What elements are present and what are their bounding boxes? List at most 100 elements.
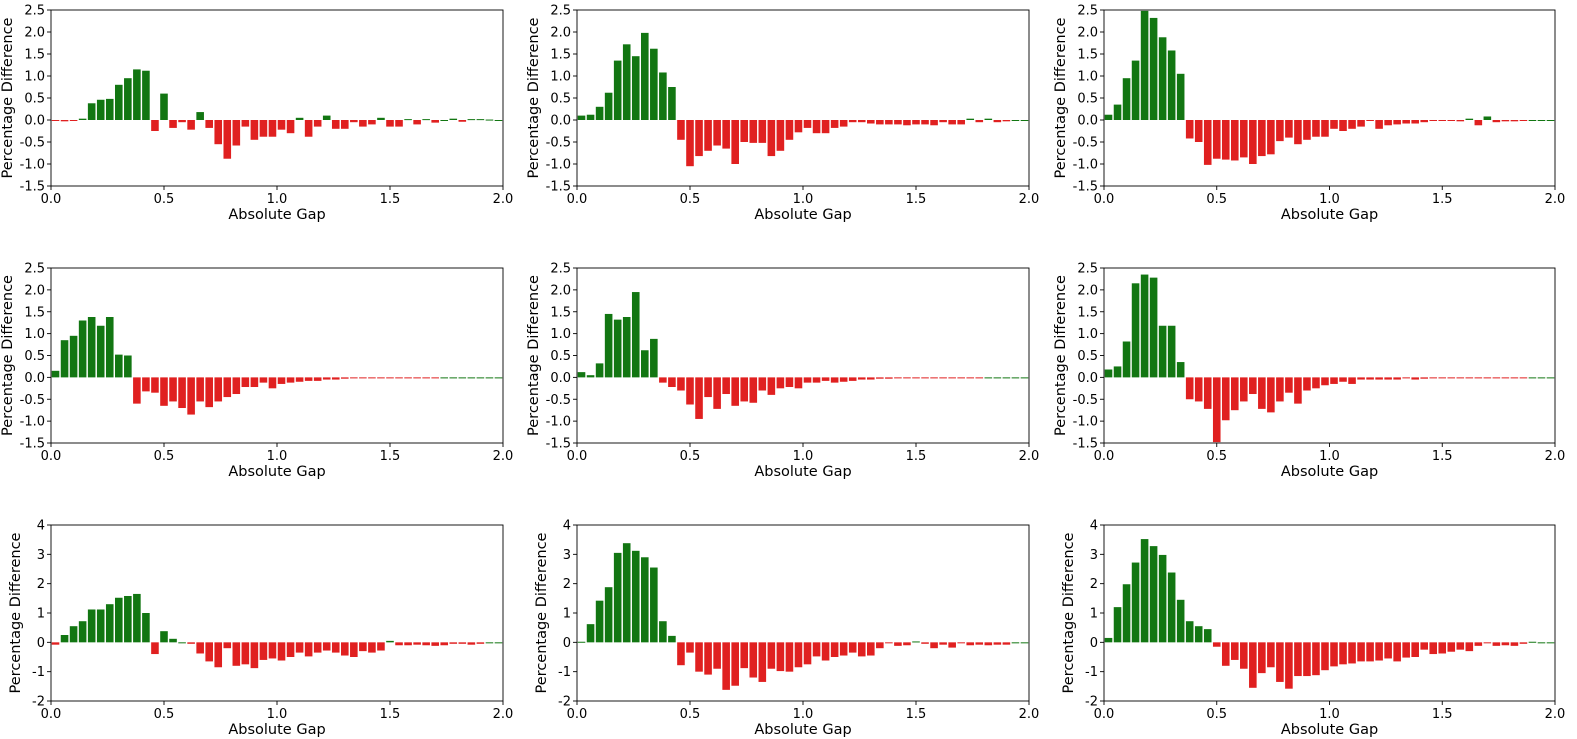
bar <box>1212 377 1221 443</box>
bar <box>359 642 367 652</box>
bar <box>1104 637 1113 643</box>
bar <box>214 642 223 668</box>
bar <box>686 377 694 405</box>
bar <box>386 377 394 379</box>
y-tick-label: 0 <box>37 636 45 651</box>
x-tick-label: 1.0 <box>793 192 814 207</box>
x-axis-label: Absolute Gap <box>1281 722 1378 738</box>
bar <box>1249 642 1257 688</box>
bar <box>749 120 758 143</box>
bar <box>105 98 114 120</box>
bar <box>758 642 767 682</box>
bar <box>975 377 984 379</box>
bar <box>1149 17 1158 121</box>
x-tick-label: 0.0 <box>41 707 62 722</box>
bar <box>1465 377 1474 379</box>
x-tick-label: 1.5 <box>1432 707 1453 722</box>
bar <box>1167 325 1176 378</box>
bar <box>1474 120 1483 126</box>
bar <box>1185 377 1194 400</box>
bar <box>921 377 929 379</box>
bar <box>821 120 830 134</box>
chart-panel-row-1-col-2: 0.0 0.5 1.0 1.5 2.0 2.5 2.0 1.5 1.0 0.5 0.0 -0.5 -1.… <box>526 4 1039 224</box>
x-axis-label: Absolute Gap <box>228 464 325 480</box>
y-tick-label: -0.5 <box>546 393 571 408</box>
bar <box>368 642 376 653</box>
bar <box>767 120 776 157</box>
bar <box>876 642 884 649</box>
bar <box>124 78 132 120</box>
bar <box>241 120 250 127</box>
bar <box>1510 120 1519 122</box>
x-tick-label: 2.0 <box>1019 449 1040 464</box>
bar <box>975 642 984 645</box>
bar <box>1321 377 1329 386</box>
bar <box>1501 642 1510 646</box>
bar <box>984 377 993 379</box>
x-axis-label: Absolute Gap <box>754 722 851 738</box>
bar <box>1267 120 1275 155</box>
bar <box>259 642 268 660</box>
y-tick-label: 2.5 <box>1077 4 1098 19</box>
y-axis-label: Percentage Difference <box>526 17 542 178</box>
bar <box>467 377 476 379</box>
y-tick-label: 0.0 <box>550 114 571 129</box>
bar <box>1258 642 1266 674</box>
bar <box>1519 642 1528 644</box>
bar <box>277 642 286 661</box>
bar <box>1456 642 1465 650</box>
bar <box>386 120 394 127</box>
bar <box>1104 369 1113 378</box>
bar <box>1167 50 1176 121</box>
x-tick-label: 0.0 <box>41 449 62 464</box>
y-axis-label: Percentage Difference <box>0 17 16 178</box>
bar <box>1366 642 1374 662</box>
y-tick-label: 0.0 <box>24 114 45 129</box>
bar <box>659 377 667 383</box>
x-axis-label: Absolute Gap <box>754 207 851 223</box>
x-axis-label: Absolute Gap <box>228 207 325 223</box>
bar <box>1330 642 1338 667</box>
bar <box>395 377 403 379</box>
bar <box>1194 626 1203 643</box>
bar <box>686 120 694 167</box>
bar <box>304 642 313 657</box>
bar <box>731 377 739 406</box>
bar <box>586 624 595 643</box>
bar <box>1519 377 1528 379</box>
bar <box>1194 120 1203 142</box>
bar <box>1402 120 1410 124</box>
bar <box>1447 642 1456 652</box>
bar <box>133 69 141 120</box>
bar <box>1011 642 1020 644</box>
bar <box>440 377 449 379</box>
bar <box>169 638 177 643</box>
x-axis-label: Absolute Gap <box>1281 207 1378 223</box>
bar <box>948 120 956 125</box>
bar <box>1420 377 1428 379</box>
bar <box>631 56 640 120</box>
bar <box>1194 377 1203 402</box>
bar <box>613 60 622 120</box>
bar <box>1411 377 1419 380</box>
bar <box>1104 114 1113 120</box>
bar <box>1203 629 1212 643</box>
bar <box>1185 120 1194 139</box>
y-tick-label: 0 <box>563 636 571 651</box>
y-tick-label: 0.5 <box>1077 349 1098 364</box>
bar <box>1438 377 1447 379</box>
bar <box>577 115 586 120</box>
bar <box>1176 73 1185 120</box>
bar <box>668 87 676 120</box>
bar <box>96 99 105 120</box>
y-tick-label: 1.5 <box>550 305 571 320</box>
bar <box>1438 120 1447 121</box>
x-tick-label: 1.0 <box>793 707 814 722</box>
x-tick-label: 2.0 <box>493 192 514 207</box>
y-tick-label: -1.0 <box>1073 415 1098 430</box>
y-tick-label: 0.5 <box>1077 92 1098 107</box>
bar <box>903 120 911 126</box>
bar <box>1149 277 1158 378</box>
bar <box>650 338 658 378</box>
y-tick-label: 3 <box>37 548 45 563</box>
